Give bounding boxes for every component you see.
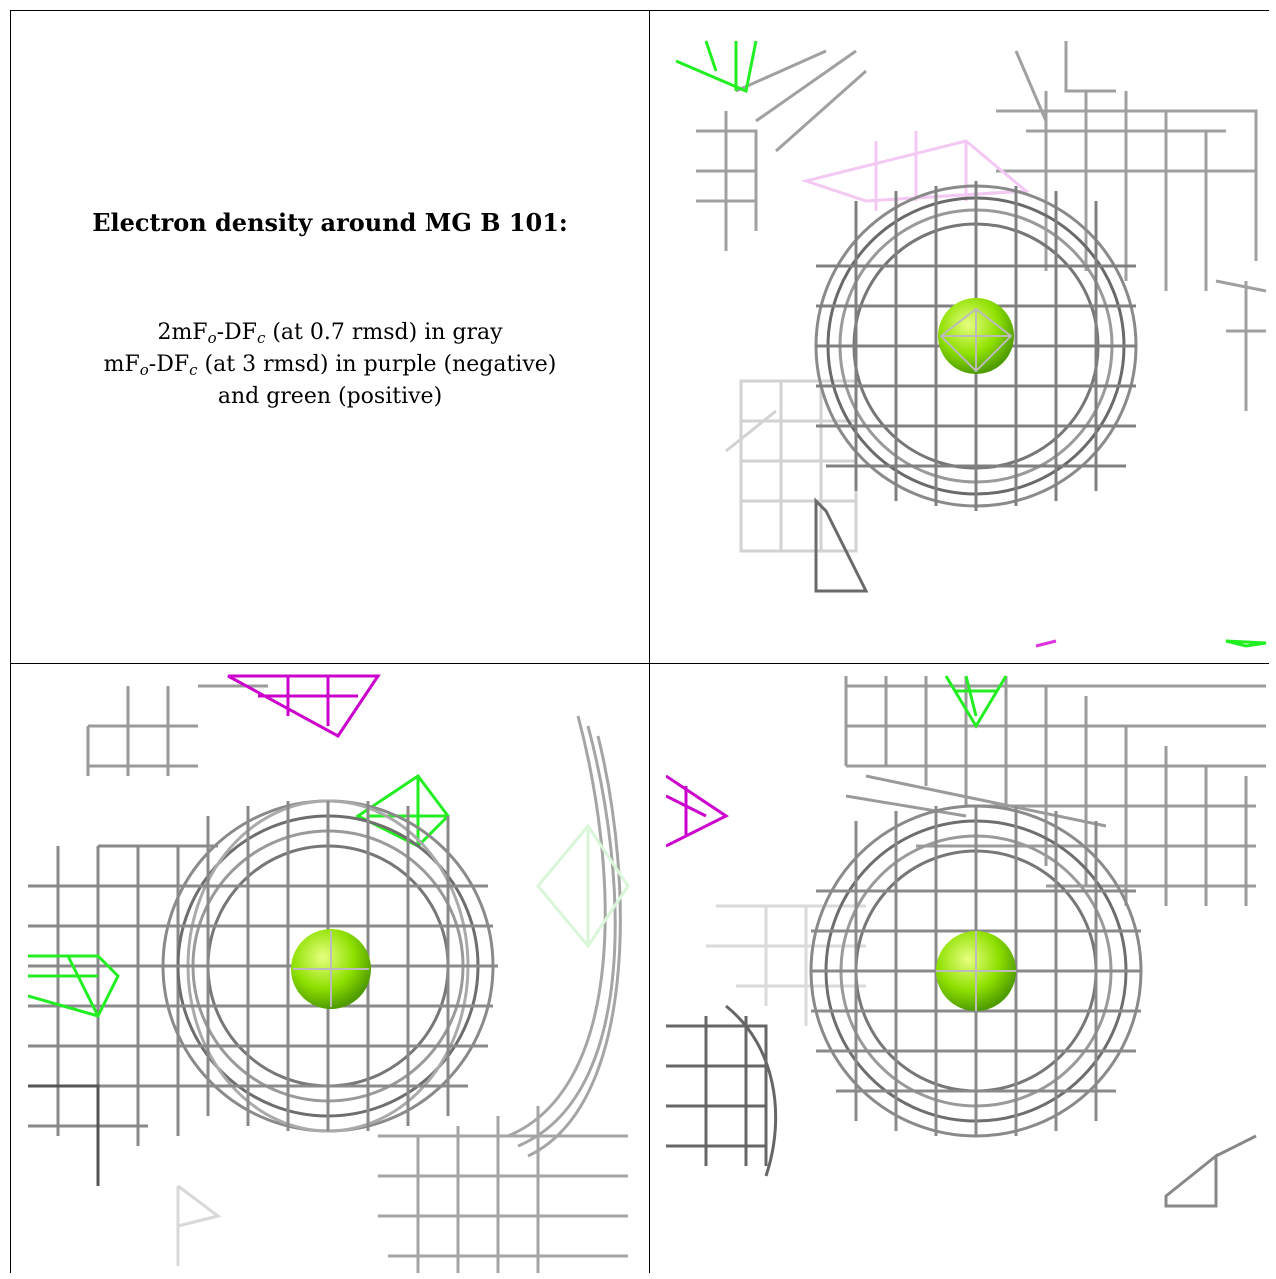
legend-line-positive: and green (positive)	[217, 384, 443, 409]
legend-line-fofc: mFo-DFc (at 3 rmsd) in purple (negative)	[103, 352, 557, 379]
legend-line-2fofc: 2mFo-DFc (at 0.7 rmsd) in gray	[157, 320, 503, 347]
grid-divider-horizontal	[11, 663, 1269, 664]
density-view-1	[666, 31, 1269, 663]
density-view-2	[28, 666, 635, 1273]
grid-divider-vertical	[649, 11, 650, 1273]
figure-grid: Electron density around MG B 101: 2mFo-D…	[10, 10, 1269, 1273]
mesh-render-1	[675, 40, 1267, 648]
legend-heading: Electron density around MG B 101:	[92, 208, 568, 237]
mesh-render-2	[28, 674, 630, 1273]
legend-cell: Electron density around MG B 101: 2mFo-D…	[11, 11, 649, 663]
mesh-render-3	[666, 675, 1266, 1208]
legend-description: 2mFo-DFc (at 0.7 rmsd) in gray mFo-DFc (…	[104, 317, 557, 413]
density-view-3	[666, 666, 1269, 1273]
